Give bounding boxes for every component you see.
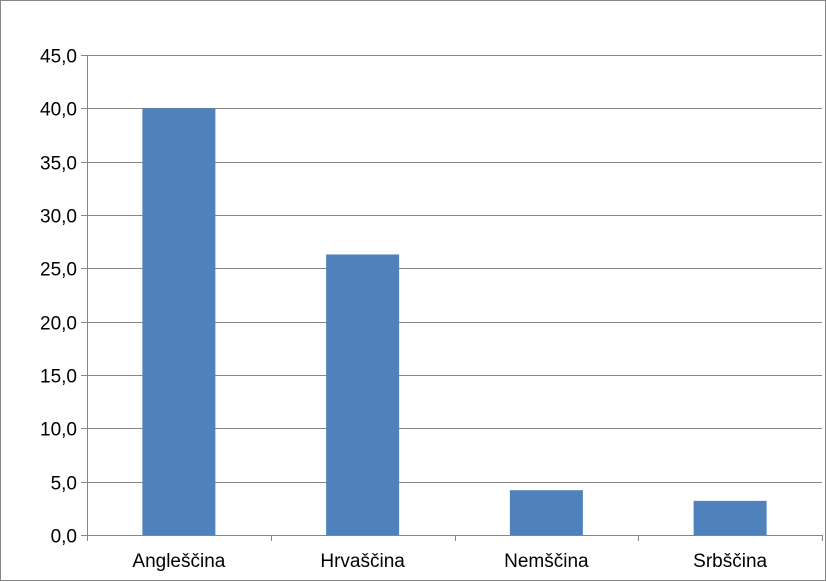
y-tick-label: 45,0 — [40, 47, 77, 68]
x-tick-label: Nemščina — [504, 551, 589, 572]
y-tick-label: 35,0 — [40, 154, 77, 175]
y-tick-label: 5,0 — [51, 474, 77, 495]
bars — [142, 108, 767, 535]
y-tick-label: 40,0 — [40, 100, 77, 121]
x-tick-label: Hrvaščina — [320, 551, 405, 572]
bar-hrvaščina — [326, 254, 400, 535]
y-tick-label: 20,0 — [40, 314, 77, 335]
bar-nemščina — [509, 490, 583, 535]
y-tick-label: 15,0 — [40, 367, 77, 388]
y-tick-label: 0,0 — [51, 527, 77, 548]
y-tick-label: 10,0 — [40, 420, 77, 441]
bar-angleščina — [142, 108, 216, 535]
y-tick-label: 25,0 — [40, 260, 77, 281]
x-tick-labels: Angleščina Hrvaščina Nemščina Srbščina — [132, 551, 767, 572]
y-tick-labels: 0,0 5,0 10,0 15,0 20,0 25,0 30,0 35,0 40,0 45,0 — [40, 47, 77, 548]
y-tick-label: 30,0 — [40, 207, 77, 228]
bar-srbščina — [693, 500, 767, 535]
x-tick-label: Angleščina — [132, 551, 225, 572]
axes — [81, 55, 823, 541]
x-tick-label: Srbščina — [693, 551, 767, 572]
